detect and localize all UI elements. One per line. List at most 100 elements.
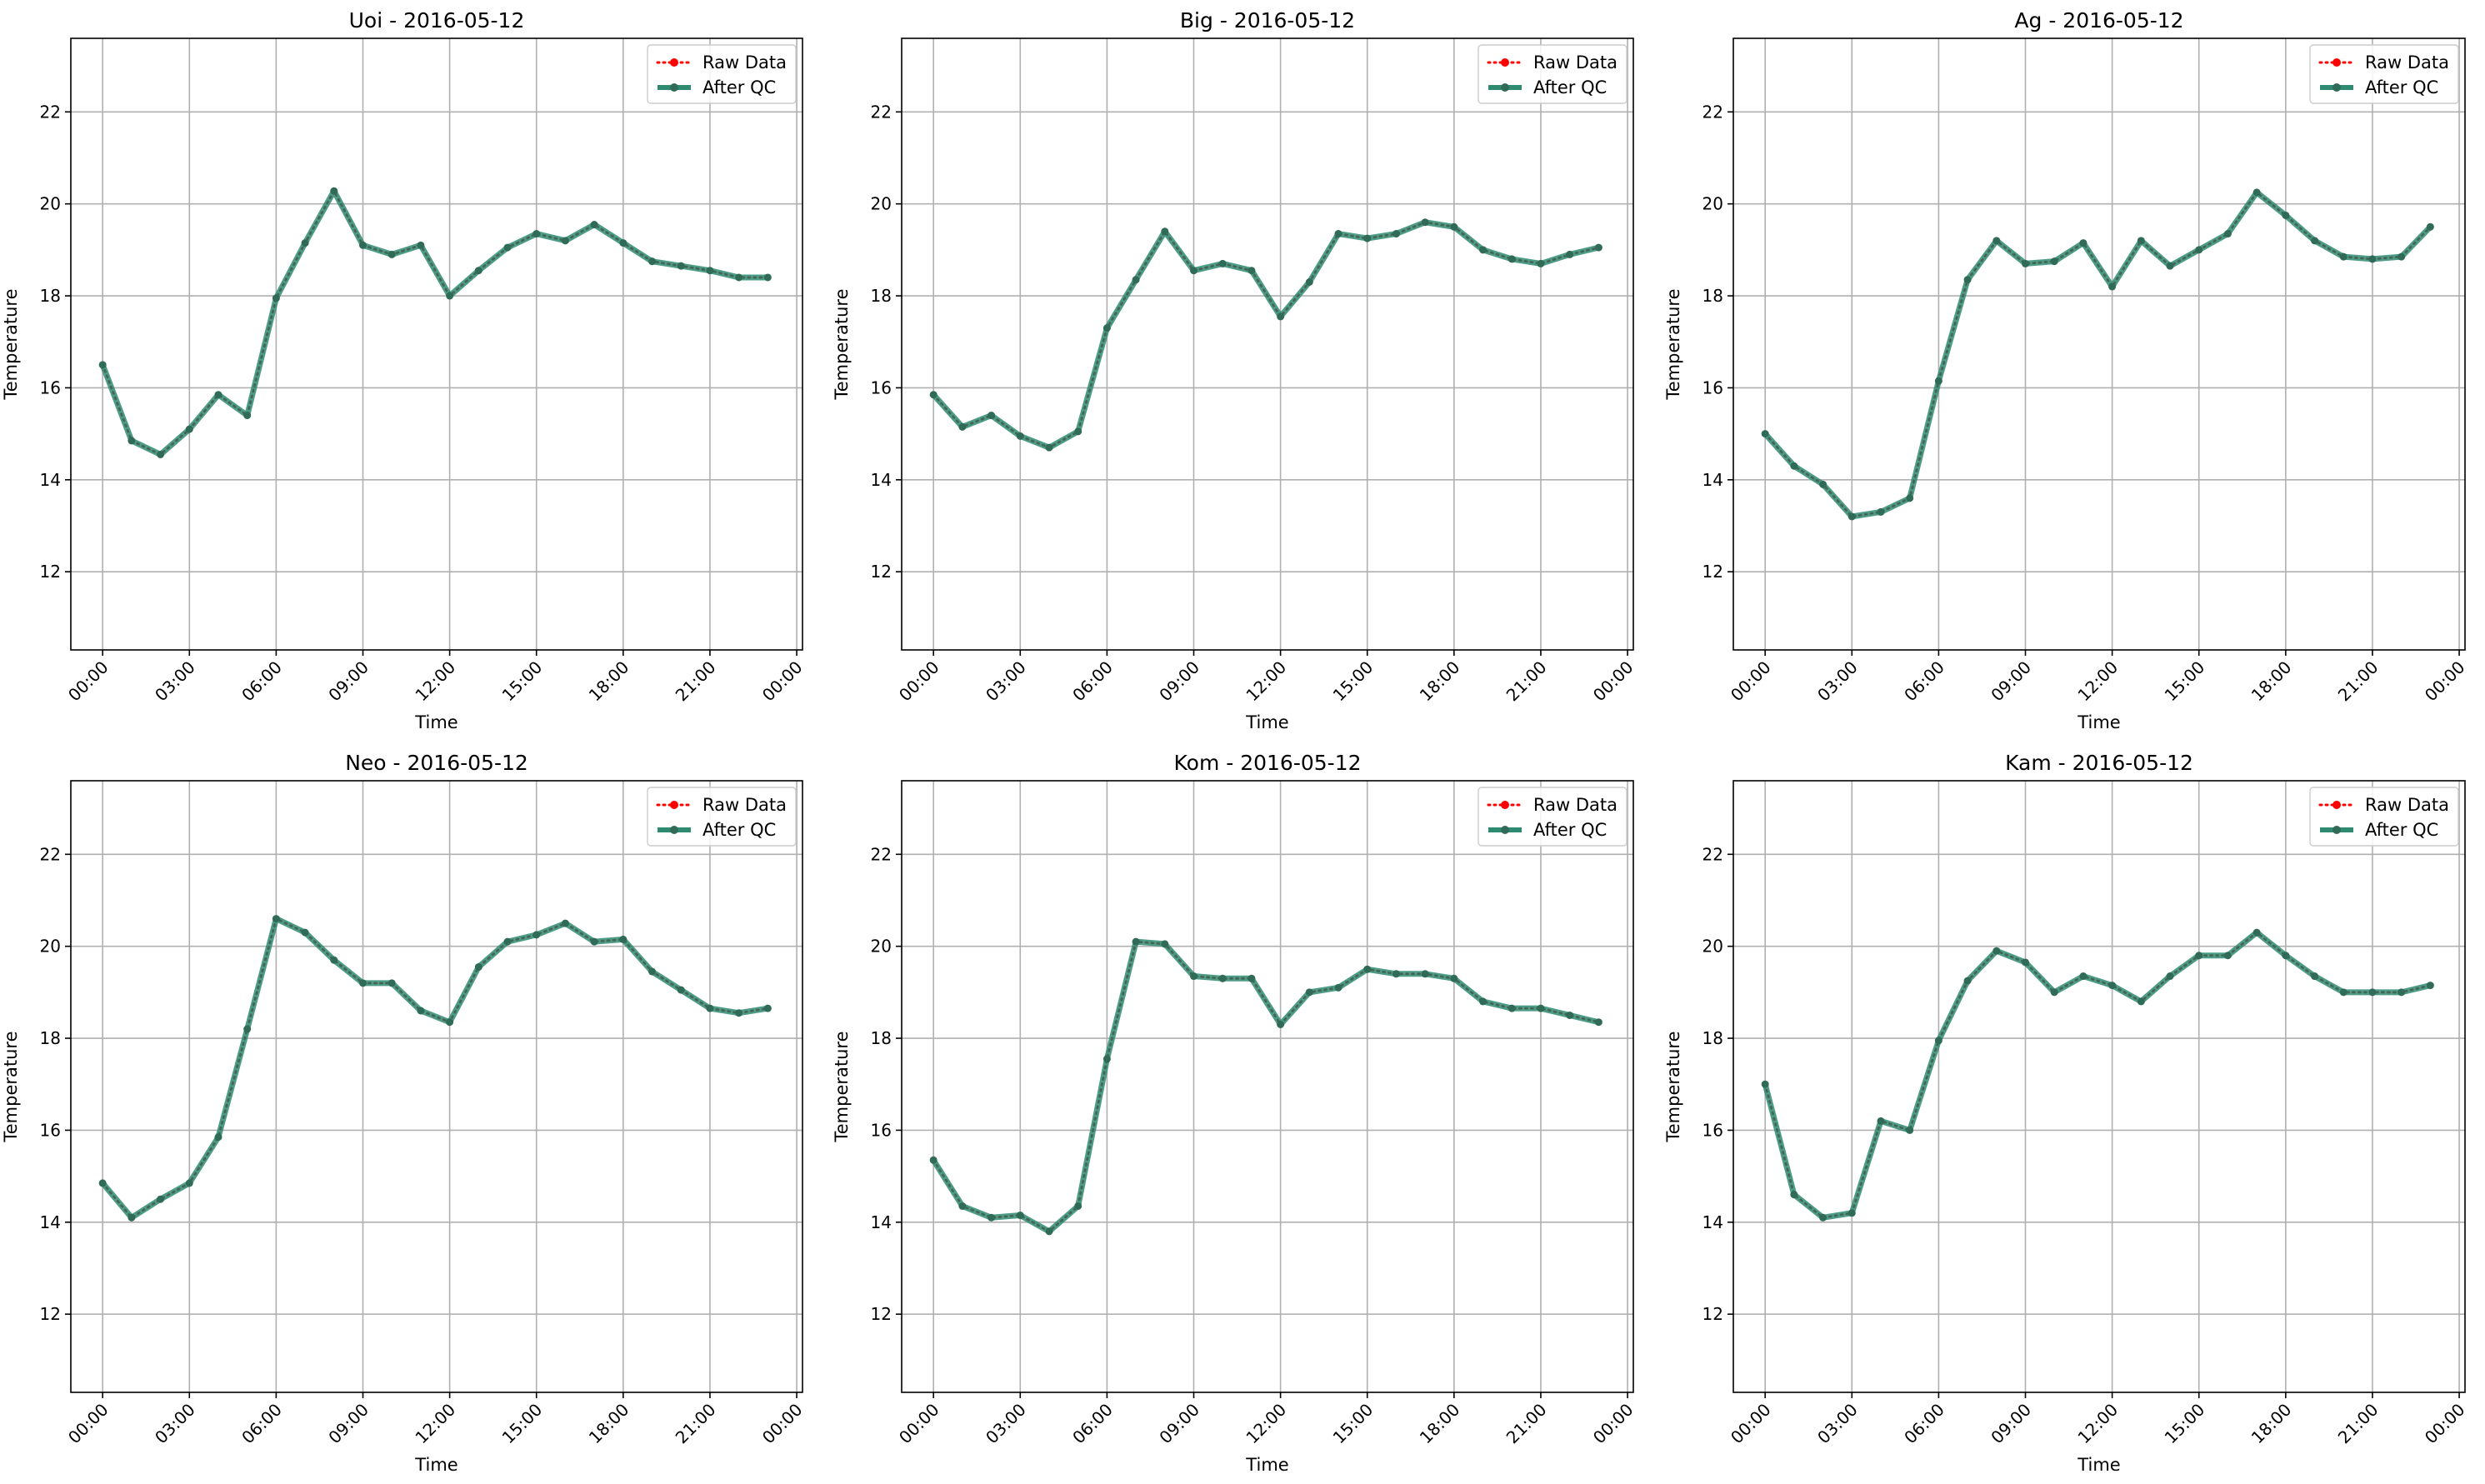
legend-label-after-qc: After QC bbox=[2365, 820, 2438, 840]
x-tick-label: 21:00 bbox=[1502, 657, 1551, 706]
data-point bbox=[677, 986, 685, 994]
x-tick-label: 03:00 bbox=[982, 657, 1030, 706]
data-point bbox=[2311, 237, 2319, 245]
data-point bbox=[561, 237, 569, 245]
data-point bbox=[763, 273, 772, 282]
data-point bbox=[1934, 377, 1942, 385]
series-line-raw-overlay bbox=[932, 940, 1600, 1233]
y-tick-label: 16 bbox=[1702, 377, 1723, 397]
data-point bbox=[330, 956, 338, 964]
data-point bbox=[1016, 1212, 1024, 1220]
data-point bbox=[532, 230, 541, 238]
data-point bbox=[1392, 230, 1400, 238]
subplot-title: Ag - 2016-05-12 bbox=[2014, 8, 2183, 32]
x-tick-label: 00:00 bbox=[895, 657, 943, 706]
data-point bbox=[2311, 972, 2319, 981]
data-point bbox=[1277, 1020, 1285, 1028]
x-tick-label: 12:00 bbox=[2073, 1400, 2122, 1448]
y-tick-label: 20 bbox=[1702, 194, 1723, 214]
x-tick-label: 03:00 bbox=[1813, 657, 1862, 706]
data-point bbox=[958, 1202, 967, 1210]
legend-label-raw-data: Raw Data bbox=[702, 795, 787, 815]
subplot-1: 12 14 16 18 20 22 00:00 03:00 06:00 09:00 12:00 15:… bbox=[832, 8, 1638, 732]
data-point bbox=[1045, 443, 1053, 452]
data-point bbox=[2108, 282, 2117, 291]
data-point bbox=[1508, 255, 1516, 263]
x-tick-label: 06:00 bbox=[1900, 657, 1948, 706]
data-point bbox=[214, 391, 222, 399]
data-point bbox=[1102, 1055, 1111, 1063]
x-tick-label: 09:00 bbox=[1987, 1400, 2035, 1448]
series-line-after-qc bbox=[1762, 929, 2432, 1221]
data-point bbox=[1334, 983, 1342, 992]
axes-frame bbox=[901, 37, 1634, 651]
series-line-raw-overlay bbox=[101, 188, 769, 456]
x-tick-label: 09:00 bbox=[1987, 657, 2035, 706]
data-point bbox=[1363, 234, 1372, 242]
data-point bbox=[1161, 227, 1169, 236]
data-point bbox=[1566, 250, 1574, 258]
y-tick-label: 14 bbox=[40, 470, 61, 490]
axes-frame bbox=[1732, 780, 2466, 1393]
y-tick-label: 18 bbox=[40, 286, 61, 306]
data-point bbox=[446, 1018, 454, 1027]
data-point bbox=[735, 1009, 743, 1017]
data-point bbox=[1790, 1191, 1798, 1199]
series-line-after-qc bbox=[931, 219, 1600, 451]
data-point bbox=[2079, 239, 2088, 247]
data-point bbox=[2398, 988, 2406, 997]
data-point bbox=[2195, 246, 2203, 254]
data-point bbox=[388, 250, 396, 258]
data-point bbox=[185, 425, 193, 433]
y-axis-label: Temperature bbox=[832, 288, 852, 400]
x-tick-label: 06:00 bbox=[1068, 657, 1117, 706]
data-point bbox=[929, 1156, 938, 1164]
data-point bbox=[958, 422, 967, 431]
y-axis-label: Temperature bbox=[1, 288, 21, 400]
data-point bbox=[446, 292, 454, 300]
data-point bbox=[474, 267, 482, 275]
data-point bbox=[301, 928, 309, 937]
x-tick-label: 00:00 bbox=[1727, 657, 1775, 706]
legend: Raw Data After QC bbox=[647, 44, 797, 104]
legend-marker-after-qc bbox=[2332, 83, 2341, 92]
data-point bbox=[1537, 1004, 1545, 1012]
data-point bbox=[1761, 430, 1769, 438]
x-tick-label: 00:00 bbox=[2421, 1400, 2469, 1448]
legend-label-after-qc: After QC bbox=[1533, 820, 1607, 840]
x-tick-label: 21:00 bbox=[672, 657, 720, 706]
data-point bbox=[1594, 243, 1602, 252]
data-point bbox=[2368, 255, 2377, 263]
legend-label-raw-data: Raw Data bbox=[2365, 52, 2449, 72]
subplot-title: Kam - 2016-05-12 bbox=[2005, 751, 2193, 775]
grid bbox=[71, 38, 802, 650]
x-tick-label: 12:00 bbox=[1242, 1400, 1290, 1448]
data-point bbox=[1102, 324, 1111, 332]
data-point bbox=[1848, 512, 1856, 521]
data-point bbox=[2022, 958, 2030, 967]
y-axis-label: Temperature bbox=[832, 1031, 852, 1142]
data-point bbox=[1016, 432, 1024, 440]
x-tick-label: 00:00 bbox=[2421, 657, 2469, 706]
data-point bbox=[1450, 222, 1458, 231]
x-tick-label: 09:00 bbox=[324, 1400, 372, 1448]
data-point bbox=[474, 963, 482, 972]
x-tick-label: 15:00 bbox=[498, 657, 547, 706]
subplot-title: Big - 2016-05-12 bbox=[1180, 8, 1355, 32]
x-tick-label: 09:00 bbox=[1155, 1400, 1203, 1448]
data-point bbox=[1305, 277, 1313, 286]
data-point bbox=[157, 450, 165, 458]
data-point bbox=[2426, 222, 2434, 231]
x-tick-label: 12:00 bbox=[411, 1400, 459, 1448]
grid bbox=[71, 781, 802, 1392]
data-point bbox=[619, 239, 628, 247]
x-tick-label: 03:00 bbox=[1813, 1400, 1862, 1448]
y-tick-label: 12 bbox=[1702, 1304, 1723, 1324]
data-point bbox=[2223, 230, 2232, 238]
legend-label-after-qc: After QC bbox=[2365, 77, 2438, 97]
x-tick-label: 00:00 bbox=[1589, 657, 1638, 706]
y-tick-label: 22 bbox=[1702, 102, 1723, 122]
legend: Raw Data After QC bbox=[2309, 44, 2459, 104]
x-tick-label: 03:00 bbox=[151, 657, 199, 706]
y-tick-label: 22 bbox=[40, 102, 61, 122]
